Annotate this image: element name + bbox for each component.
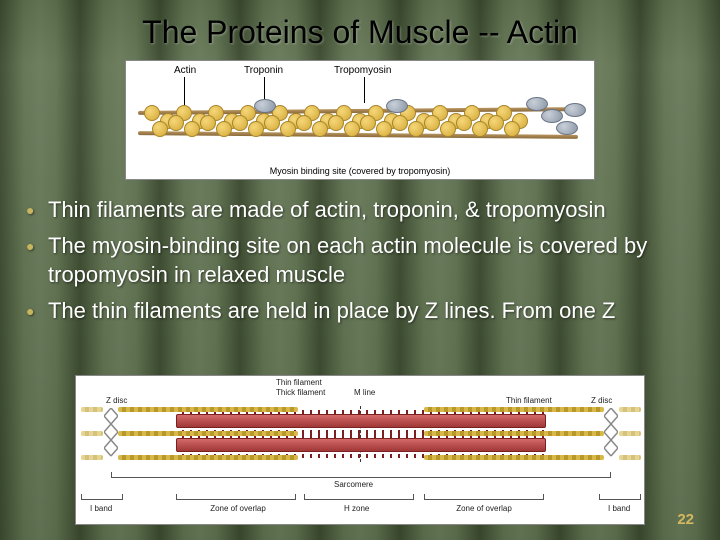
label-i-band-left: I band <box>90 504 112 513</box>
page-number: 22 <box>677 511 694 528</box>
label-troponin: Troponin <box>244 65 283 76</box>
label-actin: Actin <box>174 65 196 76</box>
label-sarcomere: Sarcomere <box>334 480 373 489</box>
label-thin-filament: Thin filament <box>276 378 322 387</box>
list-item: Thin filaments are made of actin, tropon… <box>22 195 698 225</box>
label-z-disc-right: Z disc <box>591 396 612 405</box>
sarcomere-diagram: Thin filament Thick filament M line Z di… <box>75 375 645 525</box>
label-i-band-right: I band <box>608 504 630 513</box>
page-title: The Proteins of Muscle -- Actin <box>0 14 720 51</box>
label-tropomyosin: Tropomyosin <box>334 65 391 76</box>
label-m-line: M line <box>354 388 375 397</box>
label-thin-filament-right: Thin filament <box>506 396 552 405</box>
list-item: The thin filaments are held in place by … <box>22 296 698 326</box>
label-thick-filament: Thick filament <box>276 388 325 397</box>
z-disc-icon <box>604 408 618 460</box>
diagram-caption: Myosin binding site (covered by tropomyo… <box>126 166 594 176</box>
z-disc-icon <box>104 408 118 460</box>
label-z-disc-left: Z disc <box>106 396 127 405</box>
bullet-list: Thin filaments are made of actin, tropon… <box>22 195 698 332</box>
label-zone-overlap-right: Zone of overlap <box>454 504 514 513</box>
label-h-zone: H zone <box>344 504 369 513</box>
actin-diagram: Actin Troponin Tropomyosin <box>125 60 595 180</box>
label-zone-overlap-left: Zone of overlap <box>208 504 268 513</box>
list-item: The myosin-binding site on each actin mo… <box>22 231 698 290</box>
